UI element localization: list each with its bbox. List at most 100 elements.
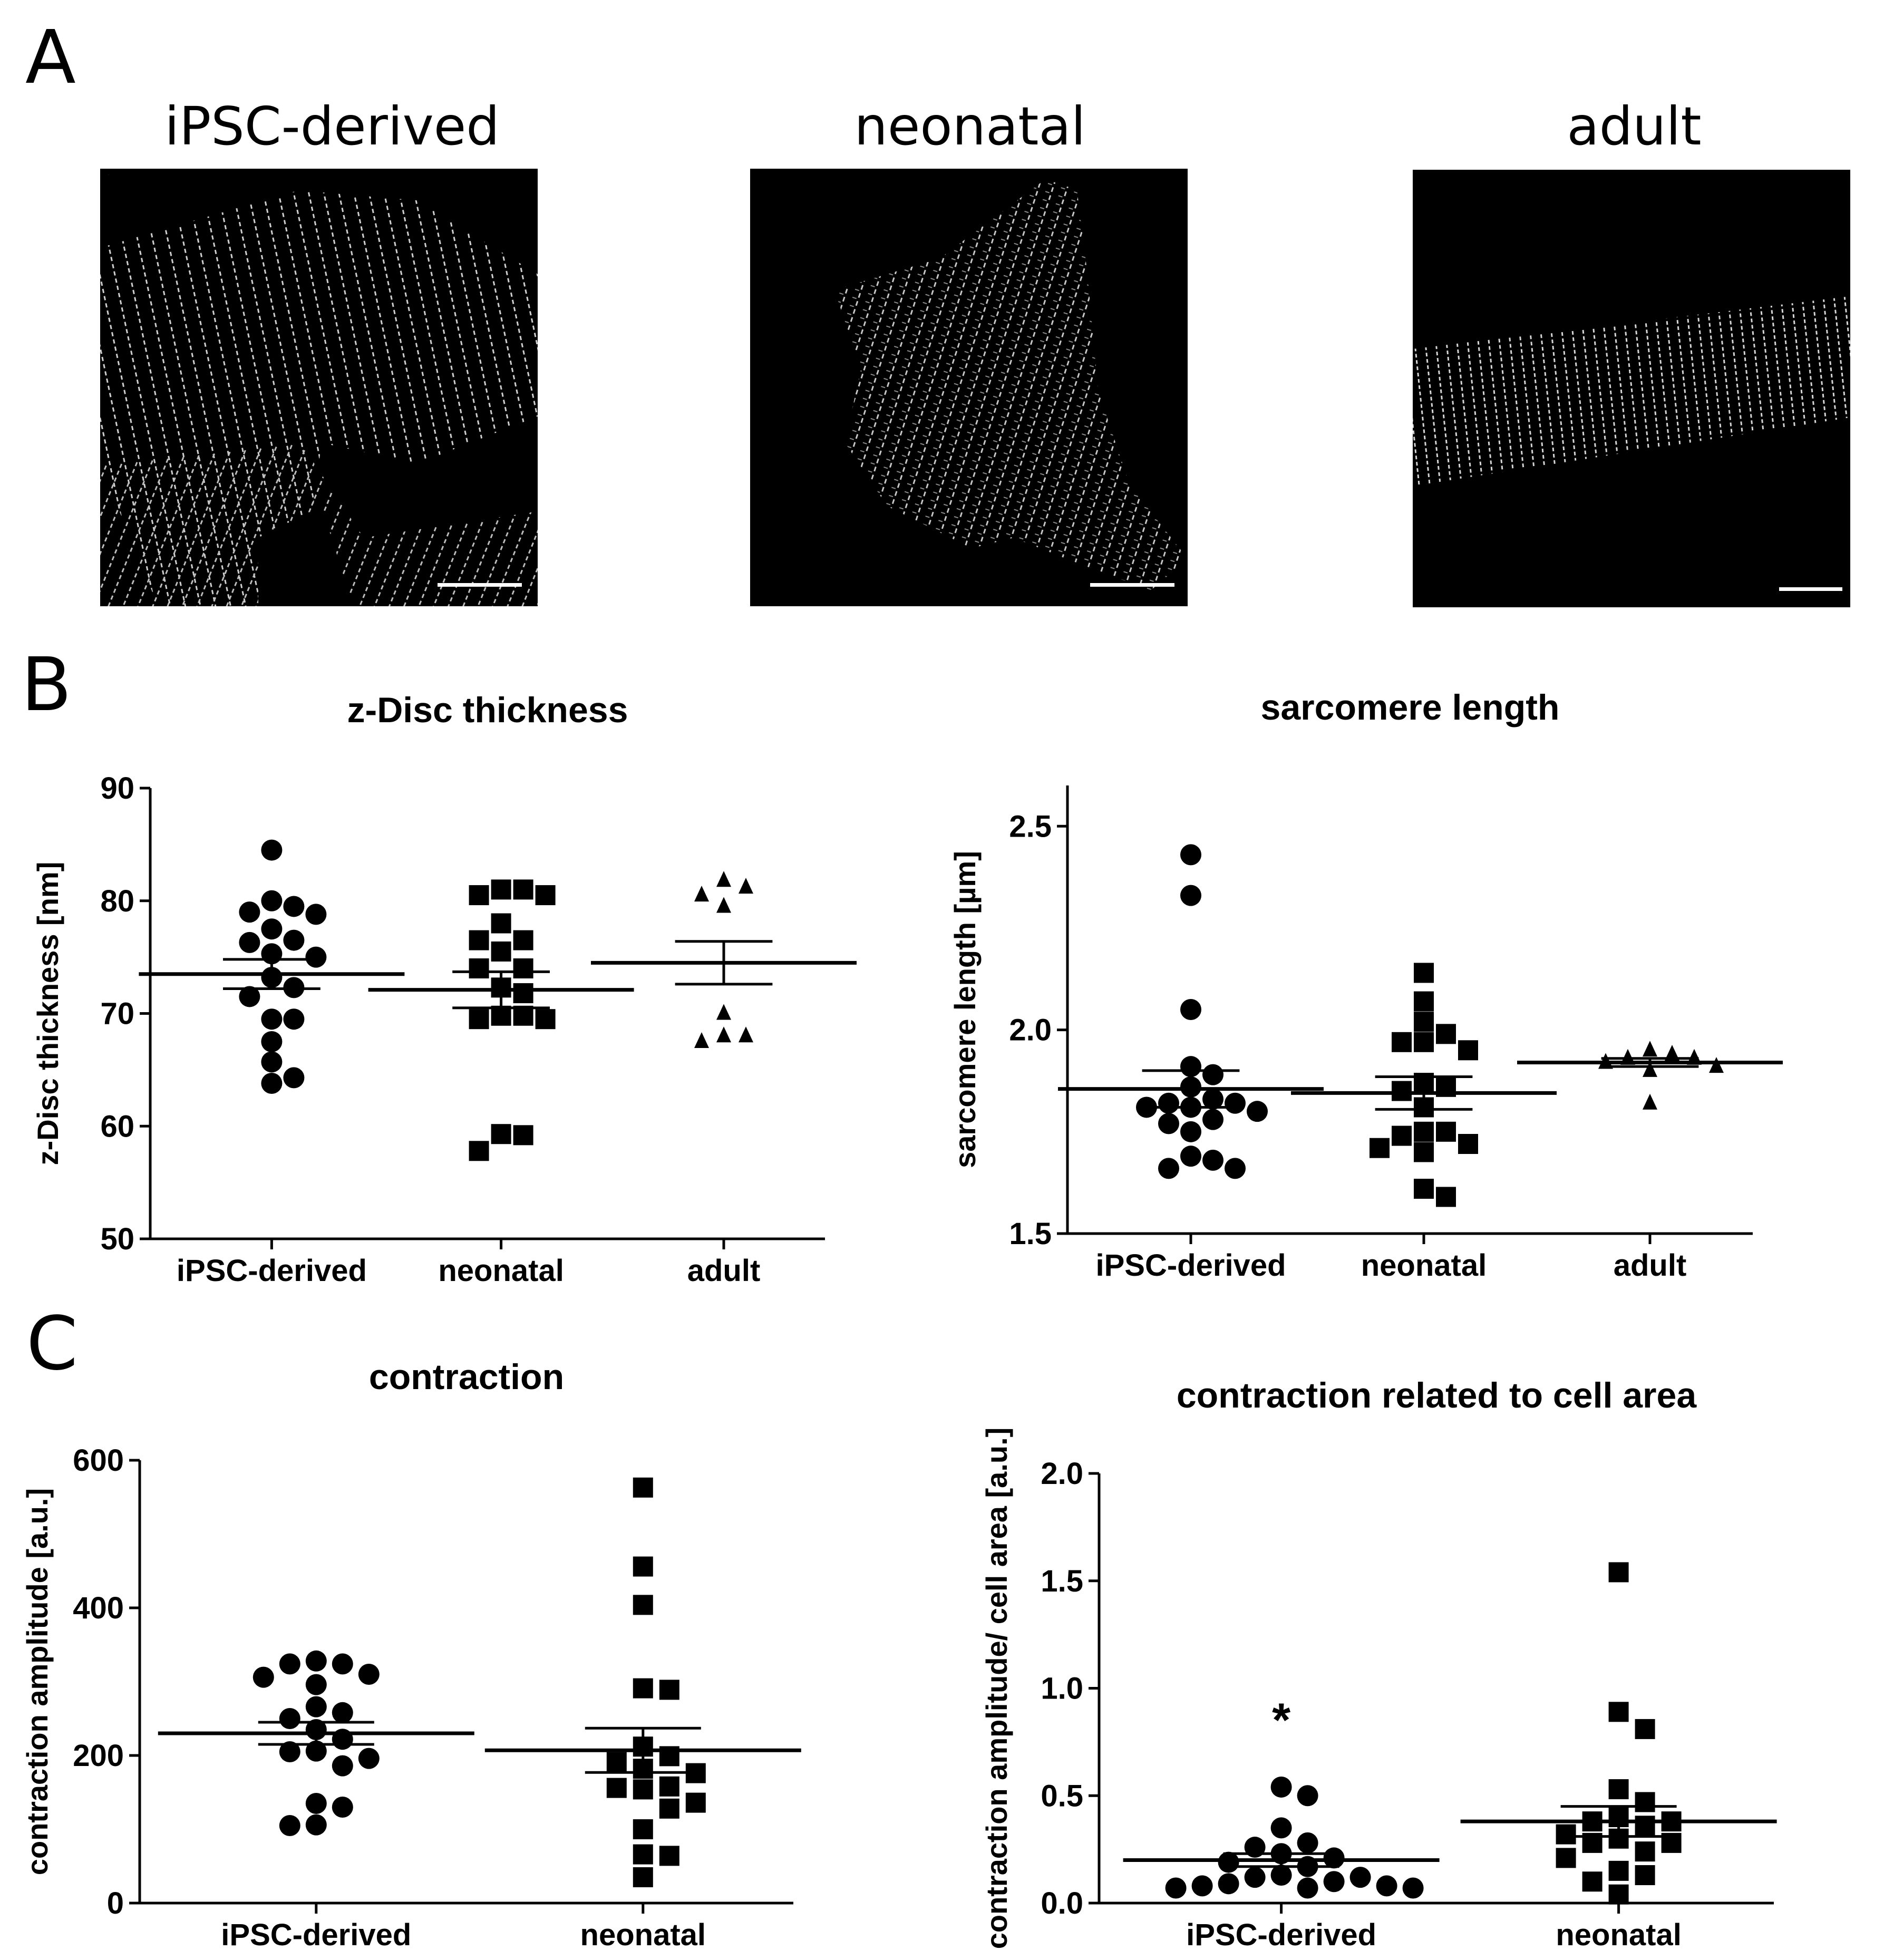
data-point-circle [1376, 1875, 1397, 1897]
x-tick-label: neonatal [1361, 1248, 1487, 1283]
data-point-square [1392, 1125, 1412, 1146]
data-point-circle [305, 1814, 327, 1836]
data-point-circle [1202, 1089, 1223, 1110]
chart-title: sarcomere length [1261, 687, 1560, 727]
data-point-circle [1323, 1871, 1345, 1893]
data-point-square [1635, 1719, 1655, 1739]
y-axis-label: z-Disc thickness [nm] [31, 862, 64, 1166]
panel-letter-c: C [26, 1301, 78, 1387]
data-point-square [1392, 1081, 1412, 1101]
chart-title: z-Disc thickness [347, 690, 628, 730]
x-tick-label: iPSC-derived [177, 1254, 367, 1288]
data-point-circle [305, 1696, 327, 1718]
y-tick-label: 2.5 [1009, 809, 1052, 843]
data-point-circle [1270, 1817, 1292, 1839]
data-point-square [659, 1776, 679, 1797]
data-point-circle [279, 1815, 300, 1836]
x-tick-label: adult [687, 1254, 761, 1288]
data-point-circle [332, 1755, 353, 1777]
data-point-square [1608, 1860, 1629, 1881]
data-point-square [1608, 1884, 1629, 1905]
x-tick-label: iPSC-derived [221, 1918, 411, 1952]
data-point-circle [358, 1748, 380, 1769]
data-point-circle [1349, 1867, 1371, 1888]
data-point-square [1414, 1142, 1434, 1162]
data-point-circle [1180, 844, 1201, 866]
data-point-square [1436, 1187, 1456, 1207]
data-point-circle [1158, 1092, 1179, 1114]
striation-pattern-ipsc [100, 174, 538, 606]
data-point-circle [1158, 1113, 1179, 1134]
data-point-square [1458, 1040, 1478, 1061]
data-point-triangle [739, 878, 753, 894]
data-point-square [491, 879, 511, 900]
chart-sarcomere-length: sarcomere length sarcomere length [µm] 1.5… [948, 687, 1783, 1283]
data-point-square [1635, 1865, 1655, 1886]
data-point-triangle [1643, 1061, 1657, 1077]
data-point-circle [1165, 1877, 1187, 1899]
data-point-square [1556, 1824, 1576, 1845]
data-point-square [469, 958, 489, 978]
data-point-square [491, 941, 511, 962]
chart-contraction-cell-area: contraction related to cell area contract… [980, 1375, 1777, 1952]
data-point-circle [279, 1741, 300, 1762]
data-point-square [659, 1798, 679, 1819]
y-axis-label: sarcomere length [µm] [948, 851, 982, 1168]
panel-letter-b: B [21, 642, 72, 728]
data-point-circle [261, 1051, 283, 1073]
data-point-square [513, 983, 533, 1004]
micrograph-neonatal [750, 169, 1188, 606]
data-point-square [633, 1819, 653, 1839]
y-axis-label: contraction amplitude/ cell area [a.u.] [980, 1428, 1013, 1949]
x-tick-label: neonatal [1556, 1918, 1682, 1952]
data-point-circle [332, 1797, 353, 1818]
y-tick-label: 0.5 [1041, 1779, 1083, 1813]
y-tick-label: 400 [73, 1591, 124, 1625]
y-axis-label: contraction amplitude [a.u.] [21, 1488, 54, 1875]
x-tick-label: iPSC-derived [1186, 1918, 1376, 1952]
data-point-square [633, 1595, 653, 1615]
data-point-circle [261, 890, 283, 911]
data-point-circle [1191, 1875, 1213, 1897]
data-point-square [1436, 1024, 1456, 1044]
data-point-circle [1225, 1092, 1246, 1114]
data-point-circle [261, 1073, 283, 1094]
data-point-triangle [739, 1026, 753, 1043]
data-point-circle [305, 946, 327, 968]
data-point-circle [261, 1008, 283, 1030]
x-tick-label: neonatal [580, 1918, 706, 1952]
y-tick-label: 70 [100, 997, 134, 1031]
data-point-circle [261, 839, 283, 861]
data-point-circle [1180, 1121, 1201, 1142]
chart-title: contraction related to cell area [1177, 1375, 1697, 1415]
data-point-circle [1270, 1865, 1292, 1886]
data-point-square [513, 1125, 533, 1146]
data-point-triangle [1709, 1057, 1724, 1073]
data-point-square [633, 1678, 653, 1699]
y-tick-label: 1.5 [1009, 1217, 1052, 1251]
data-point-square [1414, 1012, 1434, 1032]
y-tick-label: 80 [100, 884, 134, 918]
data-point-square [491, 1124, 511, 1144]
significance-asterisk: * [1272, 1694, 1290, 1747]
y-tick-label: 0.0 [1041, 1886, 1083, 1920]
y-tick-label: 600 [73, 1443, 124, 1478]
data-point-square [1414, 1179, 1434, 1199]
data-point-circle [1180, 1146, 1201, 1167]
data-point-circle [305, 904, 327, 925]
data-point-square [1635, 1841, 1655, 1862]
data-point-square [1436, 1121, 1456, 1142]
data-point-square [633, 1844, 653, 1865]
data-point-square [513, 958, 533, 978]
data-point-circle [305, 1793, 327, 1814]
data-point-square [513, 930, 533, 950]
data-point-square [633, 1556, 653, 1577]
data-point-square [1608, 1702, 1629, 1722]
data-point-circle [239, 986, 260, 1007]
data-point-circle [1402, 1877, 1424, 1899]
data-point-square [633, 1867, 653, 1887]
chart-z-disc-thickness: z-Disc thickness z-Disc thickness [nm] 50 6… [31, 690, 857, 1288]
data-point-circle [358, 1664, 380, 1685]
data-point-circle [1225, 1158, 1246, 1179]
data-point-square [469, 1141, 489, 1161]
